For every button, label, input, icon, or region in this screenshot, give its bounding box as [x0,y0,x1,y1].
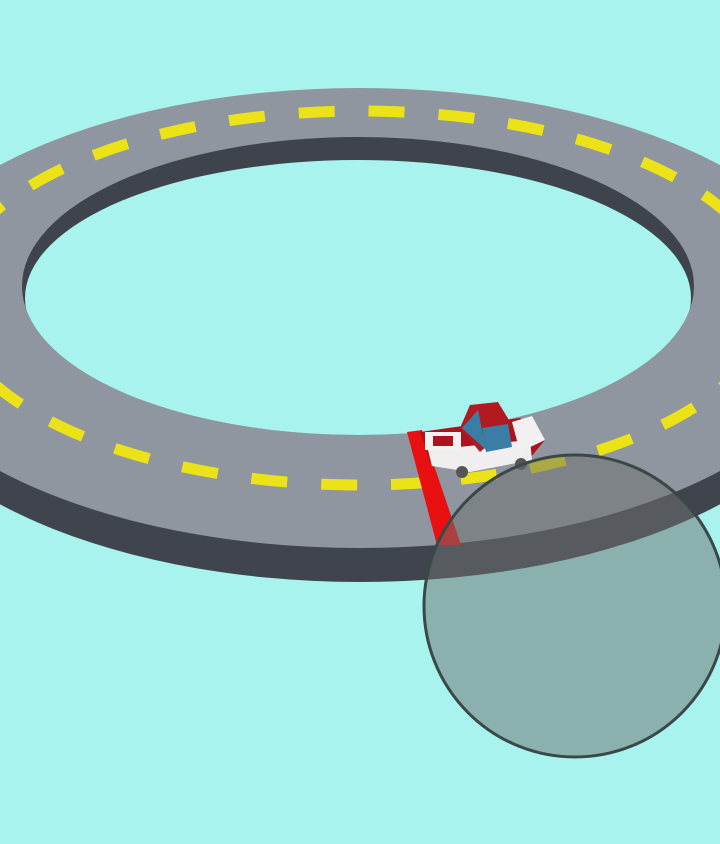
car-trunk-inner [433,436,453,446]
inner-hole [25,160,691,435]
car-window [482,424,512,452]
car-window [462,410,486,450]
trail [407,430,461,545]
car-hood [512,416,545,452]
joystick[interactable] [422,453,720,759]
car [420,402,545,478]
car-cabin [460,402,512,452]
car-wheel [456,466,468,478]
